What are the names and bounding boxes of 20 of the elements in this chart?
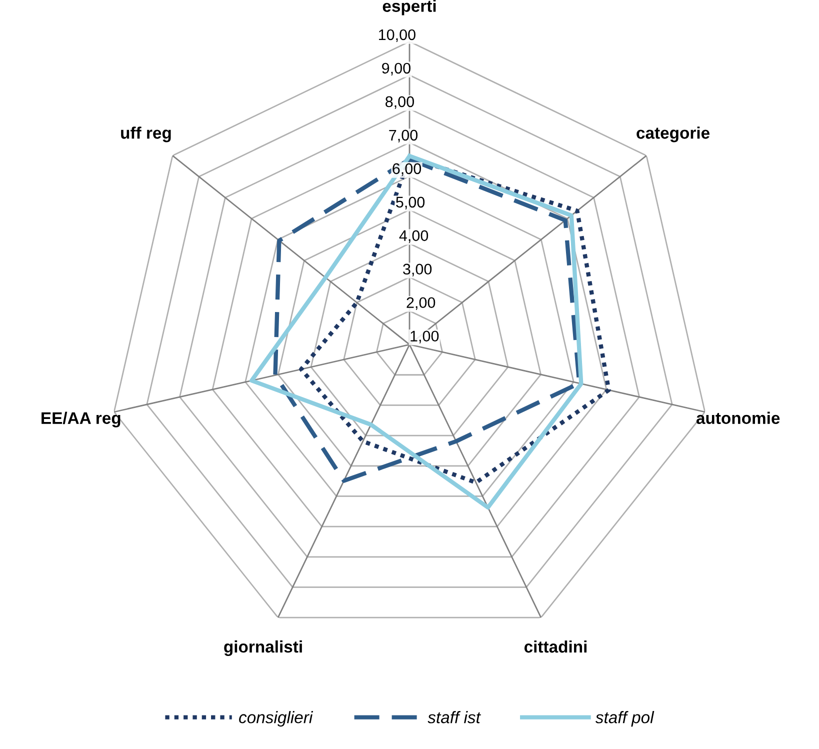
spoke-label: autonomie (696, 412, 780, 424)
spoke-label: EE/AA reg (42, 412, 120, 428)
spoke-label: categorie (636, 126, 710, 142)
spoke-label: giornalisti (224, 640, 302, 656)
y-tick-label: 3,00 (403, 264, 432, 276)
y-tick-label: 5,00 (396, 196, 425, 210)
y-tick-label: 9,00 (382, 62, 410, 76)
y-tick-label: 7,00 (389, 130, 418, 142)
legend-label: staff pol (595, 711, 654, 727)
legend-label: consiglieri (239, 711, 314, 727)
y-tick-label: 4,00 (399, 230, 428, 243)
y-tick-label: 10,00 (378, 29, 416, 42)
y-tick-label: 8,00 (386, 96, 414, 109)
spoke-label: uff reg (121, 126, 171, 142)
y-tick-label: 2,00 (406, 297, 436, 310)
spoke-label: cittadini (524, 640, 587, 653)
y-tick-label: 6,00 (392, 163, 422, 176)
spoke-label: esperti (382, 0, 436, 16)
y-tick-label: 1,00 (410, 330, 439, 344)
legend-label: staff ist (428, 711, 482, 724)
